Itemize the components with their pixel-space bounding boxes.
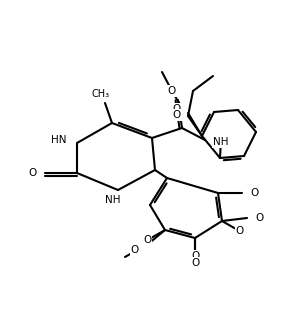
Text: O: O bbox=[236, 226, 244, 236]
Text: HN: HN bbox=[51, 135, 67, 145]
Text: O: O bbox=[143, 235, 151, 245]
Text: O: O bbox=[255, 213, 263, 223]
Text: O: O bbox=[168, 86, 176, 96]
Text: O: O bbox=[173, 104, 181, 114]
Text: O: O bbox=[191, 258, 199, 268]
Text: NH: NH bbox=[105, 195, 121, 205]
Text: O: O bbox=[29, 168, 37, 178]
Text: O: O bbox=[173, 110, 181, 120]
Text: NH: NH bbox=[213, 137, 229, 147]
Text: O: O bbox=[250, 188, 258, 198]
Text: O: O bbox=[191, 251, 199, 261]
Text: O: O bbox=[131, 245, 139, 255]
Text: CH₃: CH₃ bbox=[92, 89, 110, 99]
